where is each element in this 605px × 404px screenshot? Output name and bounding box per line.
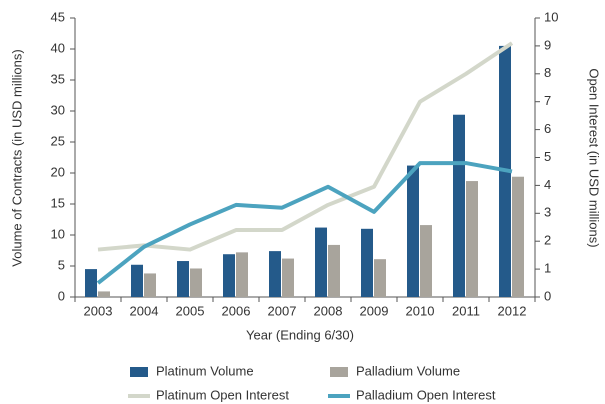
x-tick-label: 2006 [222,303,251,318]
y-tick-label: 5 [58,257,65,272]
legend-label: Palladium Volume [356,363,460,378]
bar [361,228,373,297]
bar [223,254,235,297]
bar [85,269,97,297]
y2-tick-label: 8 [544,65,551,80]
legend-label: Platinum Volume [156,363,254,378]
bar [98,291,110,297]
y-tick-label: 25 [51,133,65,148]
y2-tick-label: 3 [544,205,551,220]
x-tick-label: 2008 [314,303,343,318]
bar [144,273,156,297]
bar [407,165,419,297]
y2-tick-label: 4 [544,177,551,192]
bar [131,264,143,297]
bar [236,252,248,297]
y2-tick-label: 7 [544,93,551,108]
y-tick-label: 45 [51,9,65,24]
x-axis-title: Year (Ending 6/30) [246,327,354,342]
bar [374,259,386,297]
y-tick-label: 40 [51,40,65,55]
bar [282,258,294,297]
y-tick-label: 20 [51,164,65,179]
y-tick-label: 30 [51,102,65,117]
legend-swatch [330,367,348,377]
x-tick-label: 2012 [498,303,527,318]
line [96,161,513,285]
y2-tick-label: 5 [544,149,551,164]
y2-tick-label: 10 [544,9,558,24]
x-tick-label: 2011 [452,303,480,318]
x-tick-label: 2004 [130,303,159,318]
y-tick-label: 35 [51,71,65,86]
y2-tick-label: 0 [544,288,551,303]
line [97,41,514,252]
bar [466,181,478,297]
y2-axis-title: Open Interest (in USD millions) [587,68,602,247]
x-tick-label: 2009 [360,303,389,318]
x-tick-label: 2007 [268,303,297,318]
bar [190,268,202,297]
y-tick-label: 10 [51,226,65,241]
y2-tick-label: 2 [544,233,551,248]
bar [453,114,465,297]
y2-tick-label: 1 [544,261,551,276]
legend-label: Palladium Open Interest [356,387,496,402]
y-tick-label: 0 [58,288,65,303]
bar [315,227,327,297]
x-tick-label: 2010 [406,303,435,318]
bar [328,244,340,297]
bar [269,251,281,297]
x-tick-label: 2005 [176,303,205,318]
legend-swatch [130,367,148,377]
x-tick-label: 2003 [84,303,113,318]
y2-tick-label: 6 [544,121,551,136]
bar [177,261,189,297]
bar [512,176,524,297]
y-tick-label: 15 [51,195,65,210]
y2-tick-label: 9 [544,37,551,52]
bar [420,225,432,297]
legend-label: Platinum Open Interest [156,387,289,402]
y-axis-title: Volume of Contracts (in USD millions) [9,49,24,266]
